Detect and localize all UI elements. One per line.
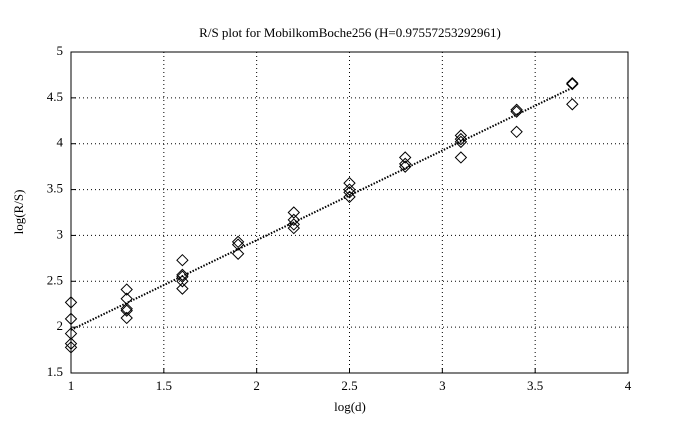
point (566, 98, 579, 111)
x-tick-label: 4 (625, 378, 632, 393)
point (287, 206, 301, 219)
point (566, 77, 579, 91)
point (120, 304, 133, 317)
point (176, 275, 189, 288)
point (231, 238, 245, 251)
x-tick-label: 2 (253, 378, 260, 393)
point (343, 190, 356, 204)
point (454, 151, 468, 164)
y-axis-label: log(R/S) (11, 190, 26, 235)
point (454, 135, 468, 149)
point (120, 292, 133, 305)
y-tick-label: 4 (57, 135, 64, 150)
y-tick-label: 1.5 (47, 364, 63, 379)
y-tick-label: 2.5 (47, 272, 63, 287)
point (176, 270, 189, 283)
x-tick-label: 2.5 (341, 378, 357, 393)
y-tick-label: 4.5 (47, 89, 63, 104)
point (343, 186, 356, 199)
point (64, 312, 78, 326)
point (64, 296, 78, 309)
y-tick-label: 2 (57, 318, 64, 333)
point (287, 221, 301, 235)
point (343, 176, 356, 190)
fit-line (70, 86, 573, 331)
plot-frame (70, 51, 629, 374)
point (176, 253, 189, 267)
point (287, 218, 301, 231)
point (287, 213, 301, 227)
point (454, 132, 468, 146)
point (64, 327, 78, 340)
point (176, 268, 189, 282)
point (454, 129, 468, 142)
point (510, 125, 523, 138)
x-tick-label: 1 (68, 378, 75, 393)
point (120, 311, 133, 325)
point (398, 160, 412, 173)
x-tick-label: 3 (439, 378, 446, 393)
chart-title: R/S plot for MobilkomBoche256 (H=0.97557… (199, 25, 501, 40)
y-tick-label: 3.5 (47, 181, 63, 196)
point (566, 76, 579, 90)
point (398, 157, 412, 171)
point (176, 282, 189, 295)
point (64, 337, 78, 350)
point (120, 283, 133, 296)
point (510, 105, 523, 118)
point (510, 103, 523, 116)
point (398, 151, 412, 164)
x-tick-label: 3.5 (527, 378, 543, 393)
point (231, 235, 245, 249)
point (64, 341, 78, 354)
y-tick-label: 5 (57, 43, 64, 58)
y-tick-label: 3 (57, 226, 64, 241)
point (120, 302, 133, 316)
x-axis-label: log(d) (334, 399, 366, 414)
x-tick-label: 1.5 (156, 378, 172, 393)
